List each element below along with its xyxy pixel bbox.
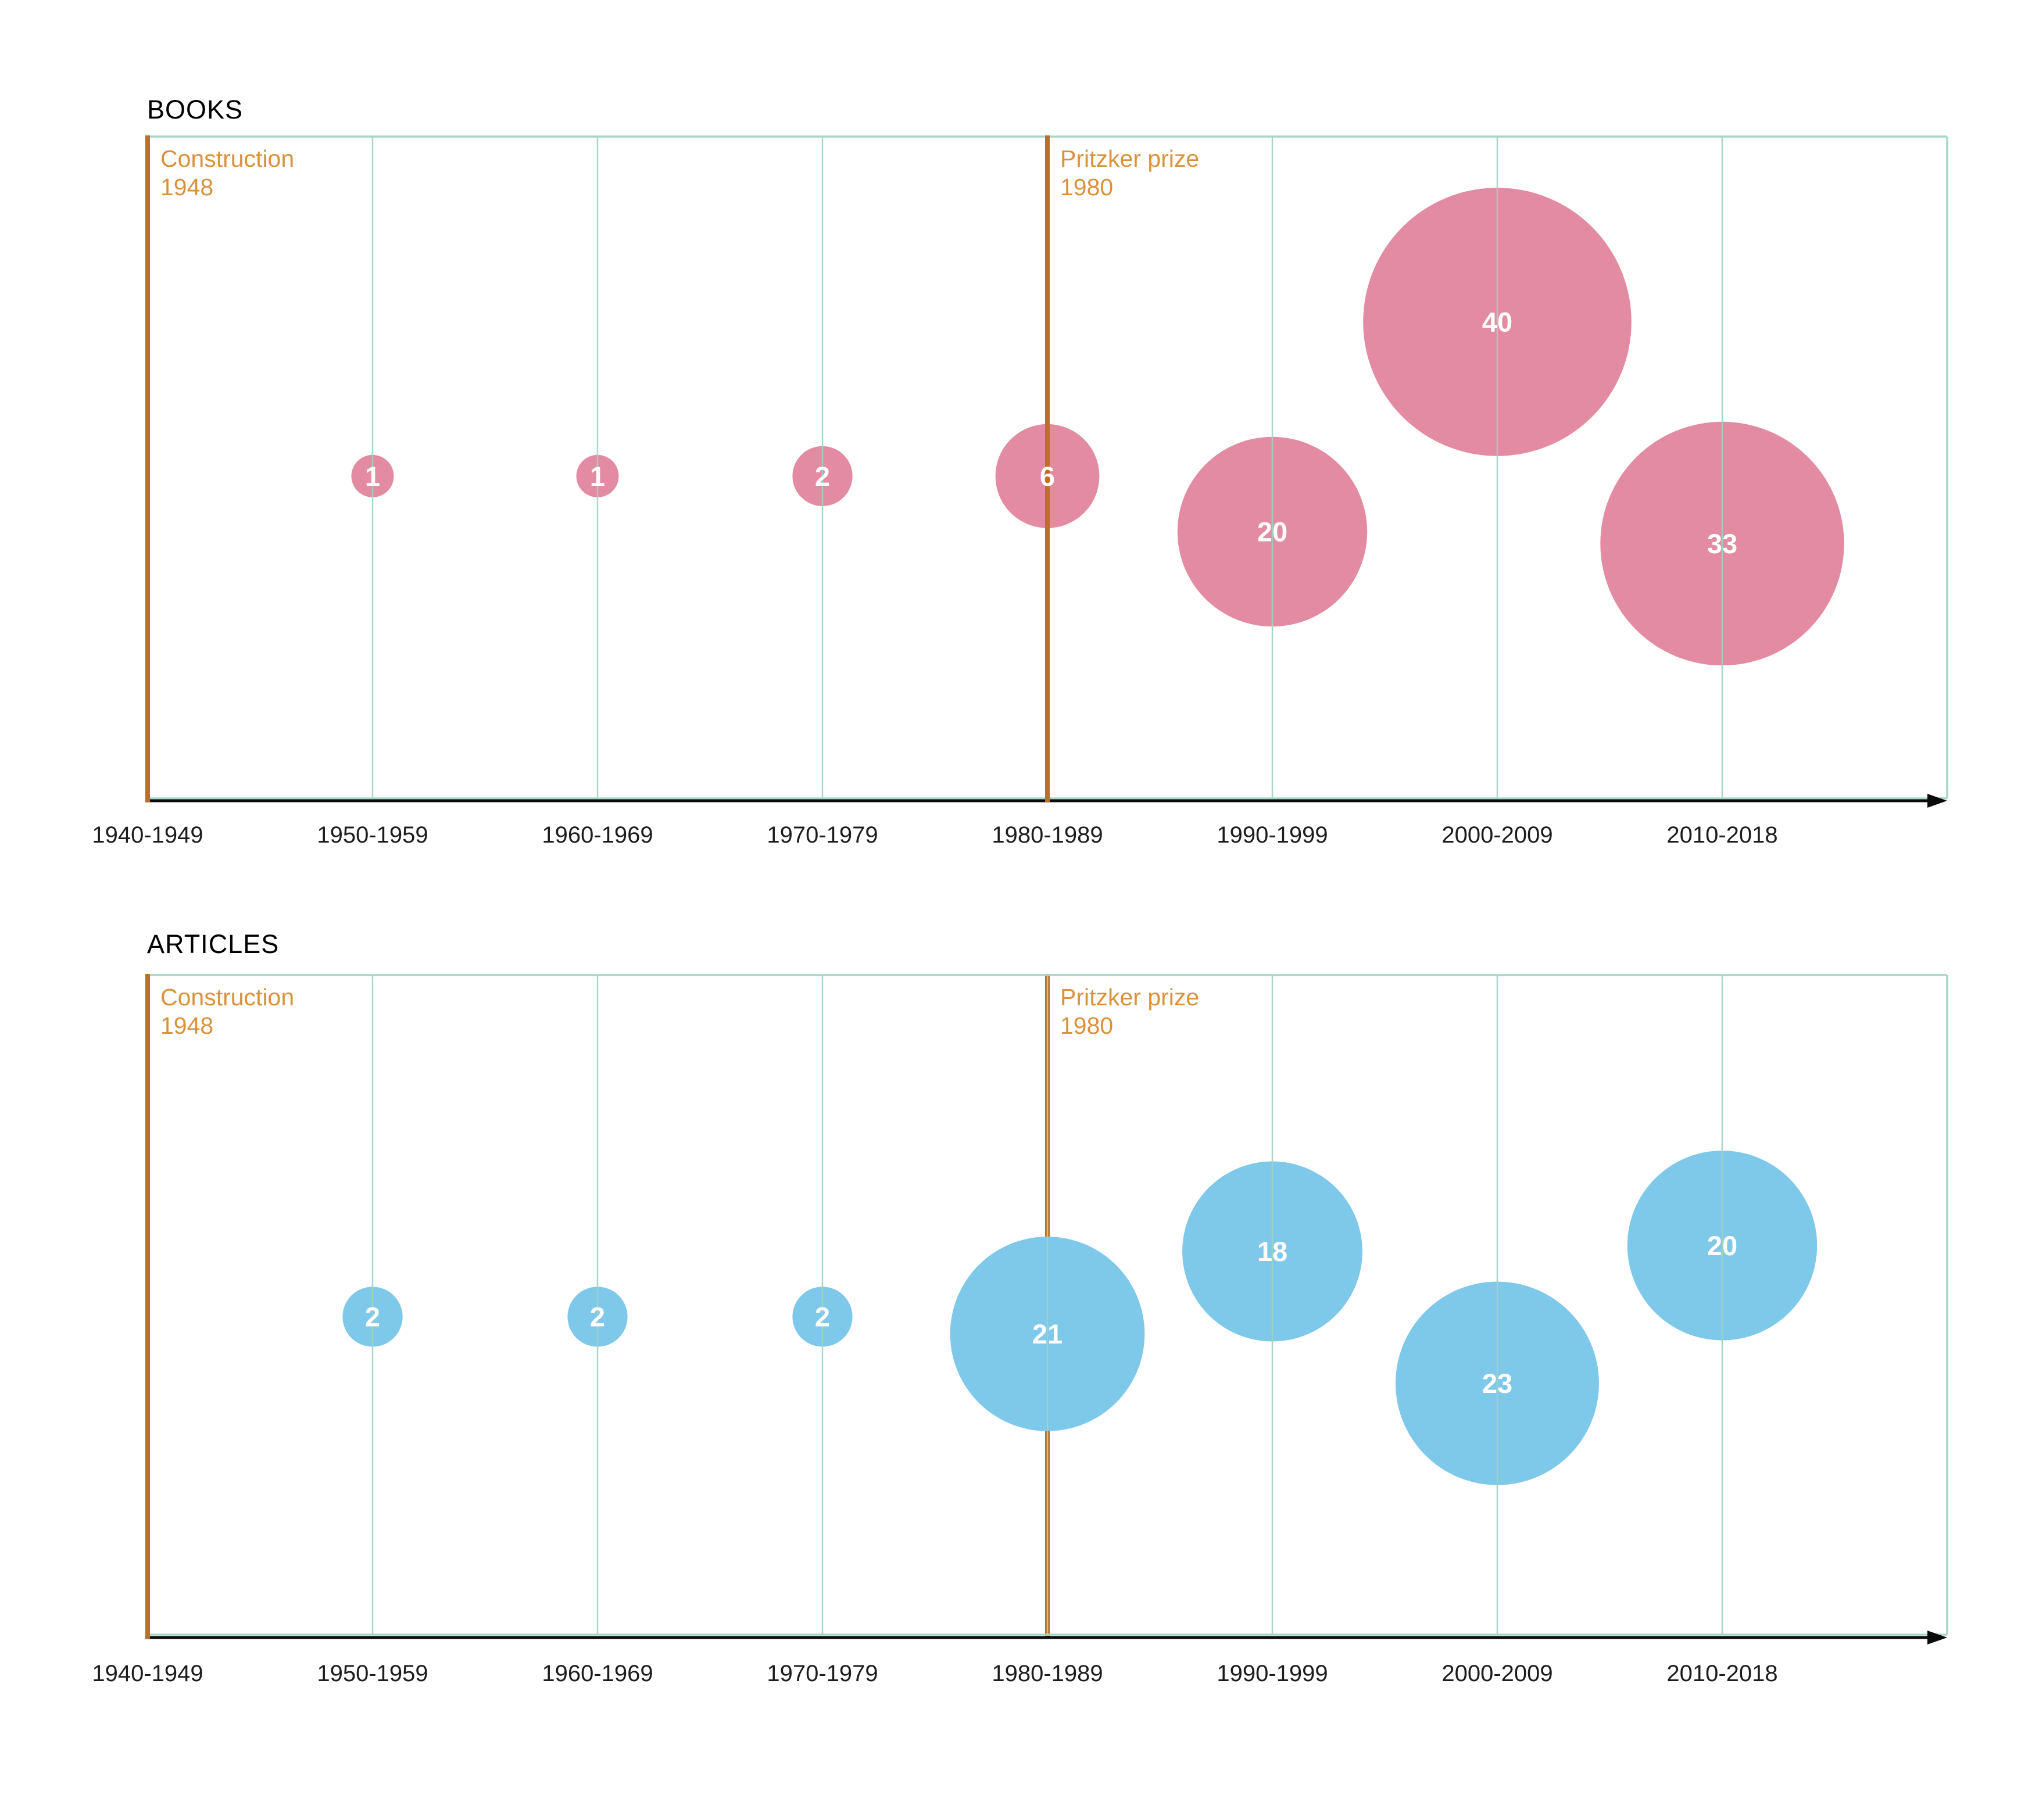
bubble-value-articles-1990-1999: 18 [1257,1236,1287,1267]
x-tick-articles-2000-2009: 2000-2009 [1441,1661,1552,1686]
chart-title-books: BOOKS [147,95,244,124]
x-tick-books-2010-2018: 2010-2018 [1666,822,1777,848]
x-tick-books-1940-1949: 1940-1949 [92,822,203,848]
chart-title-articles: ARTICLES [147,929,280,959]
bubble-value-articles-2000-2009: 23 [1482,1368,1512,1399]
bubble-value-articles-1970-1979: 2 [815,1301,830,1332]
x-tick-articles-1980-1989: 1980-1989 [992,1661,1103,1686]
articles-event-label: Construction [160,984,294,1011]
x-tick-articles-1950-1959: 1950-1959 [317,1661,428,1686]
books-event-label: Pritzker prize [1060,145,1199,172]
x-tick-articles-2010-2018: 2010-2018 [1666,1661,1777,1686]
articles-event-year: 1948 [160,1012,213,1039]
bubble-value-articles-2010-2018: 20 [1707,1230,1737,1261]
x-tick-articles-1960-1969: 1960-1969 [542,1661,653,1686]
articles-event-label: Pritzker prize [1060,984,1199,1011]
bubble-value-books-1990-1999: 20 [1257,516,1287,547]
bubble-value-books-1980-1989: 6 [1040,461,1055,492]
x-axis-arrow-articles [1927,1631,1947,1645]
x-tick-books-1980-1989: 1980-1989 [992,822,1103,848]
bubble-value-articles-1960-1969: 2 [590,1301,605,1332]
articles-event-year: 1980 [1060,1012,1113,1039]
bubble-value-books-1970-1979: 2 [815,461,830,492]
x-tick-books-1960-1969: 1960-1969 [542,822,653,848]
x-tick-articles-1990-1999: 1990-1999 [1217,1661,1328,1686]
books-event-year: 1980 [1060,174,1113,200]
x-tick-books-2000-2009: 2000-2009 [1441,822,1552,848]
bubble-value-articles-1980-1989: 21 [1032,1319,1063,1349]
x-tick-books-1990-1999: 1990-1999 [1217,822,1328,848]
books-event-label: Construction [160,145,294,172]
x-tick-books-1970-1979: 1970-1979 [767,822,878,848]
x-tick-articles-1970-1979: 1970-1979 [767,1661,878,1686]
books-event-year: 1948 [160,174,213,200]
bubble-value-articles-1950-1959: 2 [365,1301,380,1332]
bubble-value-books-2000-2009: 40 [1482,306,1512,337]
x-tick-articles-1940-1949: 1940-1949 [92,1661,203,1686]
bubble-value-books-1960-1969: 1 [590,461,605,492]
x-axis-arrow-books [1927,794,1947,808]
x-tick-books-1950-1959: 1950-1959 [317,822,428,848]
bubble-value-books-1950-1959: 1 [365,461,380,492]
bubble-value-books-2010-2018: 33 [1707,528,1737,559]
